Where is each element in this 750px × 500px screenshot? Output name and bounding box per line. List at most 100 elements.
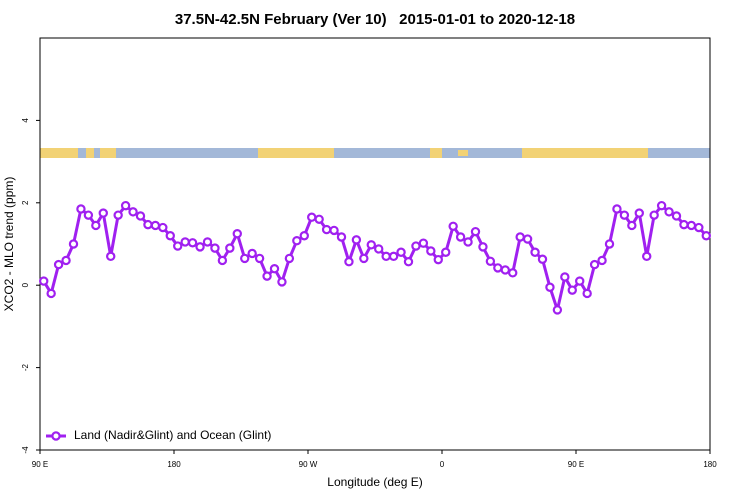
data-point: [381, 251, 391, 262]
data-point: [656, 200, 667, 211]
y-axis-label: XCO2 - MLO trend (ppm): [2, 177, 16, 312]
legend-marker: [51, 431, 61, 441]
data-point: [106, 251, 116, 262]
data-point: [560, 272, 570, 282]
data-point: [83, 210, 94, 220]
data-point: [299, 231, 309, 241]
data-point: [180, 237, 190, 247]
data-point: [604, 239, 615, 249]
data-point: [671, 211, 682, 221]
data-point: [493, 263, 503, 273]
data-point: [232, 228, 242, 239]
data-point: [426, 246, 436, 256]
data-point: [403, 257, 414, 267]
data-point: [46, 288, 56, 299]
data-point: [485, 256, 496, 267]
data-point: [500, 265, 510, 275]
data-point: [61, 255, 71, 266]
data-point: [113, 210, 123, 220]
data-point: [269, 264, 280, 274]
data-point: [120, 200, 131, 211]
land-ocean-strip: [40, 148, 710, 158]
data-point: [694, 222, 704, 233]
data-point: [597, 255, 607, 266]
y-tick-label: -2: [21, 363, 30, 371]
data-point: [530, 247, 540, 257]
x-tick-label: 0: [440, 460, 445, 469]
data-point: [135, 211, 146, 221]
data-point: [455, 232, 466, 242]
data-point: [39, 276, 49, 286]
data-point: [411, 241, 421, 251]
land-band: [100, 148, 116, 158]
data-point: [336, 232, 347, 242]
land-band: [40, 148, 78, 158]
data-point: [217, 255, 228, 266]
data-point: [98, 208, 108, 218]
data-point: [470, 226, 481, 237]
data-point: [545, 282, 555, 292]
data-point: [195, 242, 205, 252]
data-point: [150, 220, 161, 231]
data-point: [619, 210, 630, 220]
data-point: [612, 204, 622, 214]
data-point: [649, 210, 659, 220]
data-point: [396, 247, 406, 257]
x-tick-label: 90 E: [568, 460, 584, 469]
x-axis-label: Longitude (deg E): [327, 475, 422, 489]
data-point: [522, 234, 533, 244]
data-point: [314, 214, 324, 224]
data-point: [418, 238, 429, 248]
data-point: [567, 285, 577, 295]
y-tick-label: 0: [21, 282, 30, 287]
data-point: [68, 239, 79, 249]
y-tick-label: 4: [21, 118, 30, 123]
data-point: [254, 253, 265, 264]
data-point: [575, 276, 585, 286]
data-point: [642, 251, 652, 262]
legend-text: Land (Nadir&Glint) and Ocean (Glint): [74, 428, 271, 442]
data-point: [388, 251, 399, 262]
data-point: [552, 305, 563, 315]
data-point: [143, 219, 153, 230]
data-point: [508, 268, 518, 278]
data-point: [359, 253, 369, 264]
data-point: [463, 237, 473, 247]
data-point: [582, 288, 592, 299]
x-tick-label: 180: [167, 460, 181, 469]
data-point: [478, 242, 488, 252]
data-point: [247, 248, 257, 259]
data-point: [307, 212, 317, 222]
data-point: [701, 231, 711, 241]
ocean-band: [40, 148, 710, 158]
data-point: [165, 231, 175, 241]
y-tick-label: 2: [21, 200, 30, 205]
data-point: [366, 240, 376, 250]
data-point: [329, 225, 339, 236]
chart-title: 37.5N-42.5N February (Ver 10) 2015-01-01…: [175, 11, 575, 28]
data-point: [240, 253, 250, 264]
data-point: [128, 207, 138, 217]
data-point: [433, 254, 443, 265]
data-point: [448, 221, 458, 231]
data-point: [351, 235, 362, 245]
data-point: [686, 220, 697, 231]
land-band: [86, 148, 94, 158]
data-point: [277, 277, 287, 287]
data-point: [210, 243, 220, 253]
data-point: [321, 224, 332, 235]
data-point: [202, 237, 213, 247]
series-line: [42, 204, 708, 312]
data-point: [344, 257, 354, 267]
data-point: [679, 219, 689, 230]
x-tick-label: 180: [703, 460, 717, 469]
data-point: [53, 259, 64, 270]
land-band: [458, 150, 468, 156]
y-tick-label: -4: [21, 446, 30, 454]
data-point: [627, 220, 637, 231]
plot-frame: [39, 37, 711, 451]
data-point: [91, 220, 101, 231]
data-point: [187, 238, 198, 248]
data-point: [173, 241, 183, 251]
